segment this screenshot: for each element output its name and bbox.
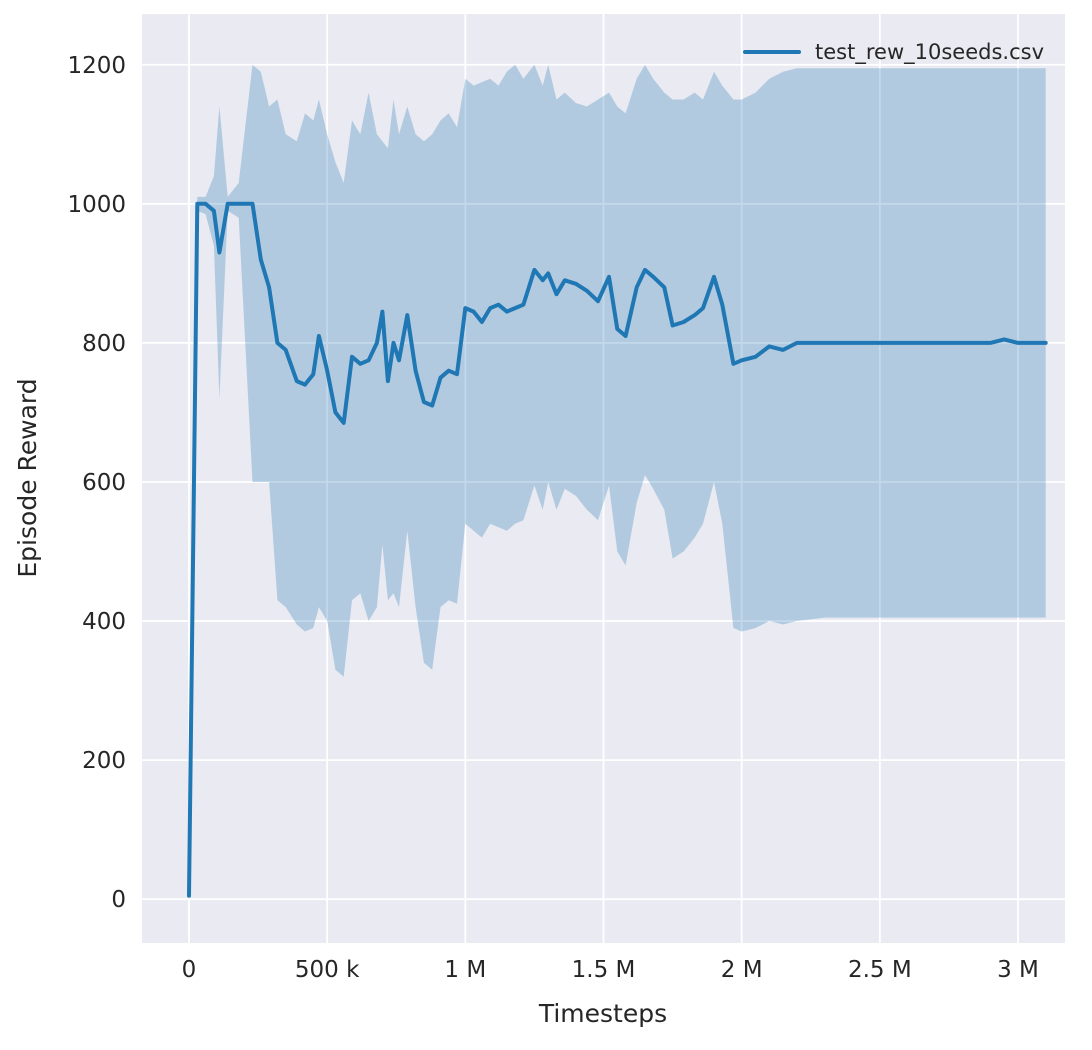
legend-line-sample bbox=[743, 49, 802, 55]
y-tick-label: 400 bbox=[82, 609, 126, 635]
plot-layer: 0 500 k 1 M 1.5 M 2 M 2.5 M 3 M 0 200 400 600 800 10… bbox=[67, 14, 1065, 983]
y-tick-label: 600 bbox=[82, 470, 126, 496]
y-axis-label: Episode Reward bbox=[13, 378, 42, 577]
mean-line bbox=[187, 201, 1048, 898]
x-axis-label: Timesteps bbox=[538, 999, 667, 1028]
x-tick-label: 3 M bbox=[997, 957, 1039, 983]
legend-label: test_rew_10seeds.csv bbox=[815, 40, 1044, 64]
confidence-band bbox=[189, 64, 1046, 896]
y-tick-label: 0 bbox=[111, 887, 126, 913]
y-tick-label: 1200 bbox=[67, 53, 126, 79]
x-tick-label: 0 bbox=[182, 957, 197, 983]
y-tick-label: 800 bbox=[82, 331, 126, 357]
x-tick-label: 1.5 M bbox=[572, 957, 636, 983]
x-tick-label: 2.5 M bbox=[848, 957, 912, 983]
y-tick-label: 1000 bbox=[67, 192, 126, 218]
x-tick-label: 2 M bbox=[721, 957, 763, 983]
x-tick-label: 1 M bbox=[444, 957, 486, 983]
legend: test_rew_10seeds.csv bbox=[743, 40, 1044, 64]
y-tick-label: 200 bbox=[82, 748, 126, 774]
x-tick-label: 500 k bbox=[295, 957, 360, 983]
